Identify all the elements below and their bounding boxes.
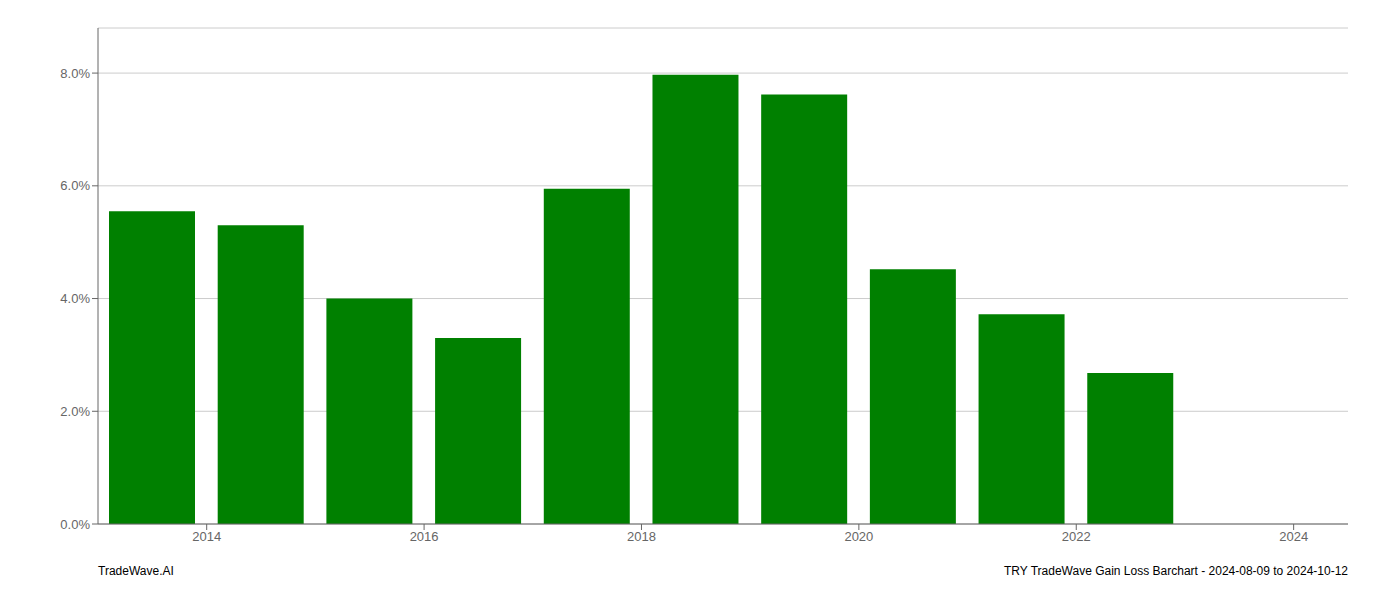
html-text:TRY TradeWave Gain Loss Barcha: TRY TradeWave Gain Loss Barchart - 2024-… bbox=[1004, 564, 1348, 578]
svg-text:6.0%: 6.0% bbox=[60, 178, 90, 193]
html-text:TradeWave.AI: TradeWave.AI bbox=[98, 564, 174, 578]
svg-text:2.0%: 2.0% bbox=[60, 404, 90, 419]
svg-text:4.0%: 4.0% bbox=[60, 291, 90, 306]
svg-text:2020: 2020 bbox=[844, 529, 873, 544]
svg-text:2014: 2014 bbox=[192, 529, 221, 544]
svg-text:0.0%: 0.0% bbox=[60, 517, 90, 532]
svg-text:2022: 2022 bbox=[1062, 529, 1091, 544]
svg-text:2016: 2016 bbox=[410, 529, 439, 544]
svg-text:2018: 2018 bbox=[627, 529, 656, 544]
svg-text:8.0%: 8.0% bbox=[60, 66, 90, 81]
svg-text:2024: 2024 bbox=[1279, 529, 1308, 544]
